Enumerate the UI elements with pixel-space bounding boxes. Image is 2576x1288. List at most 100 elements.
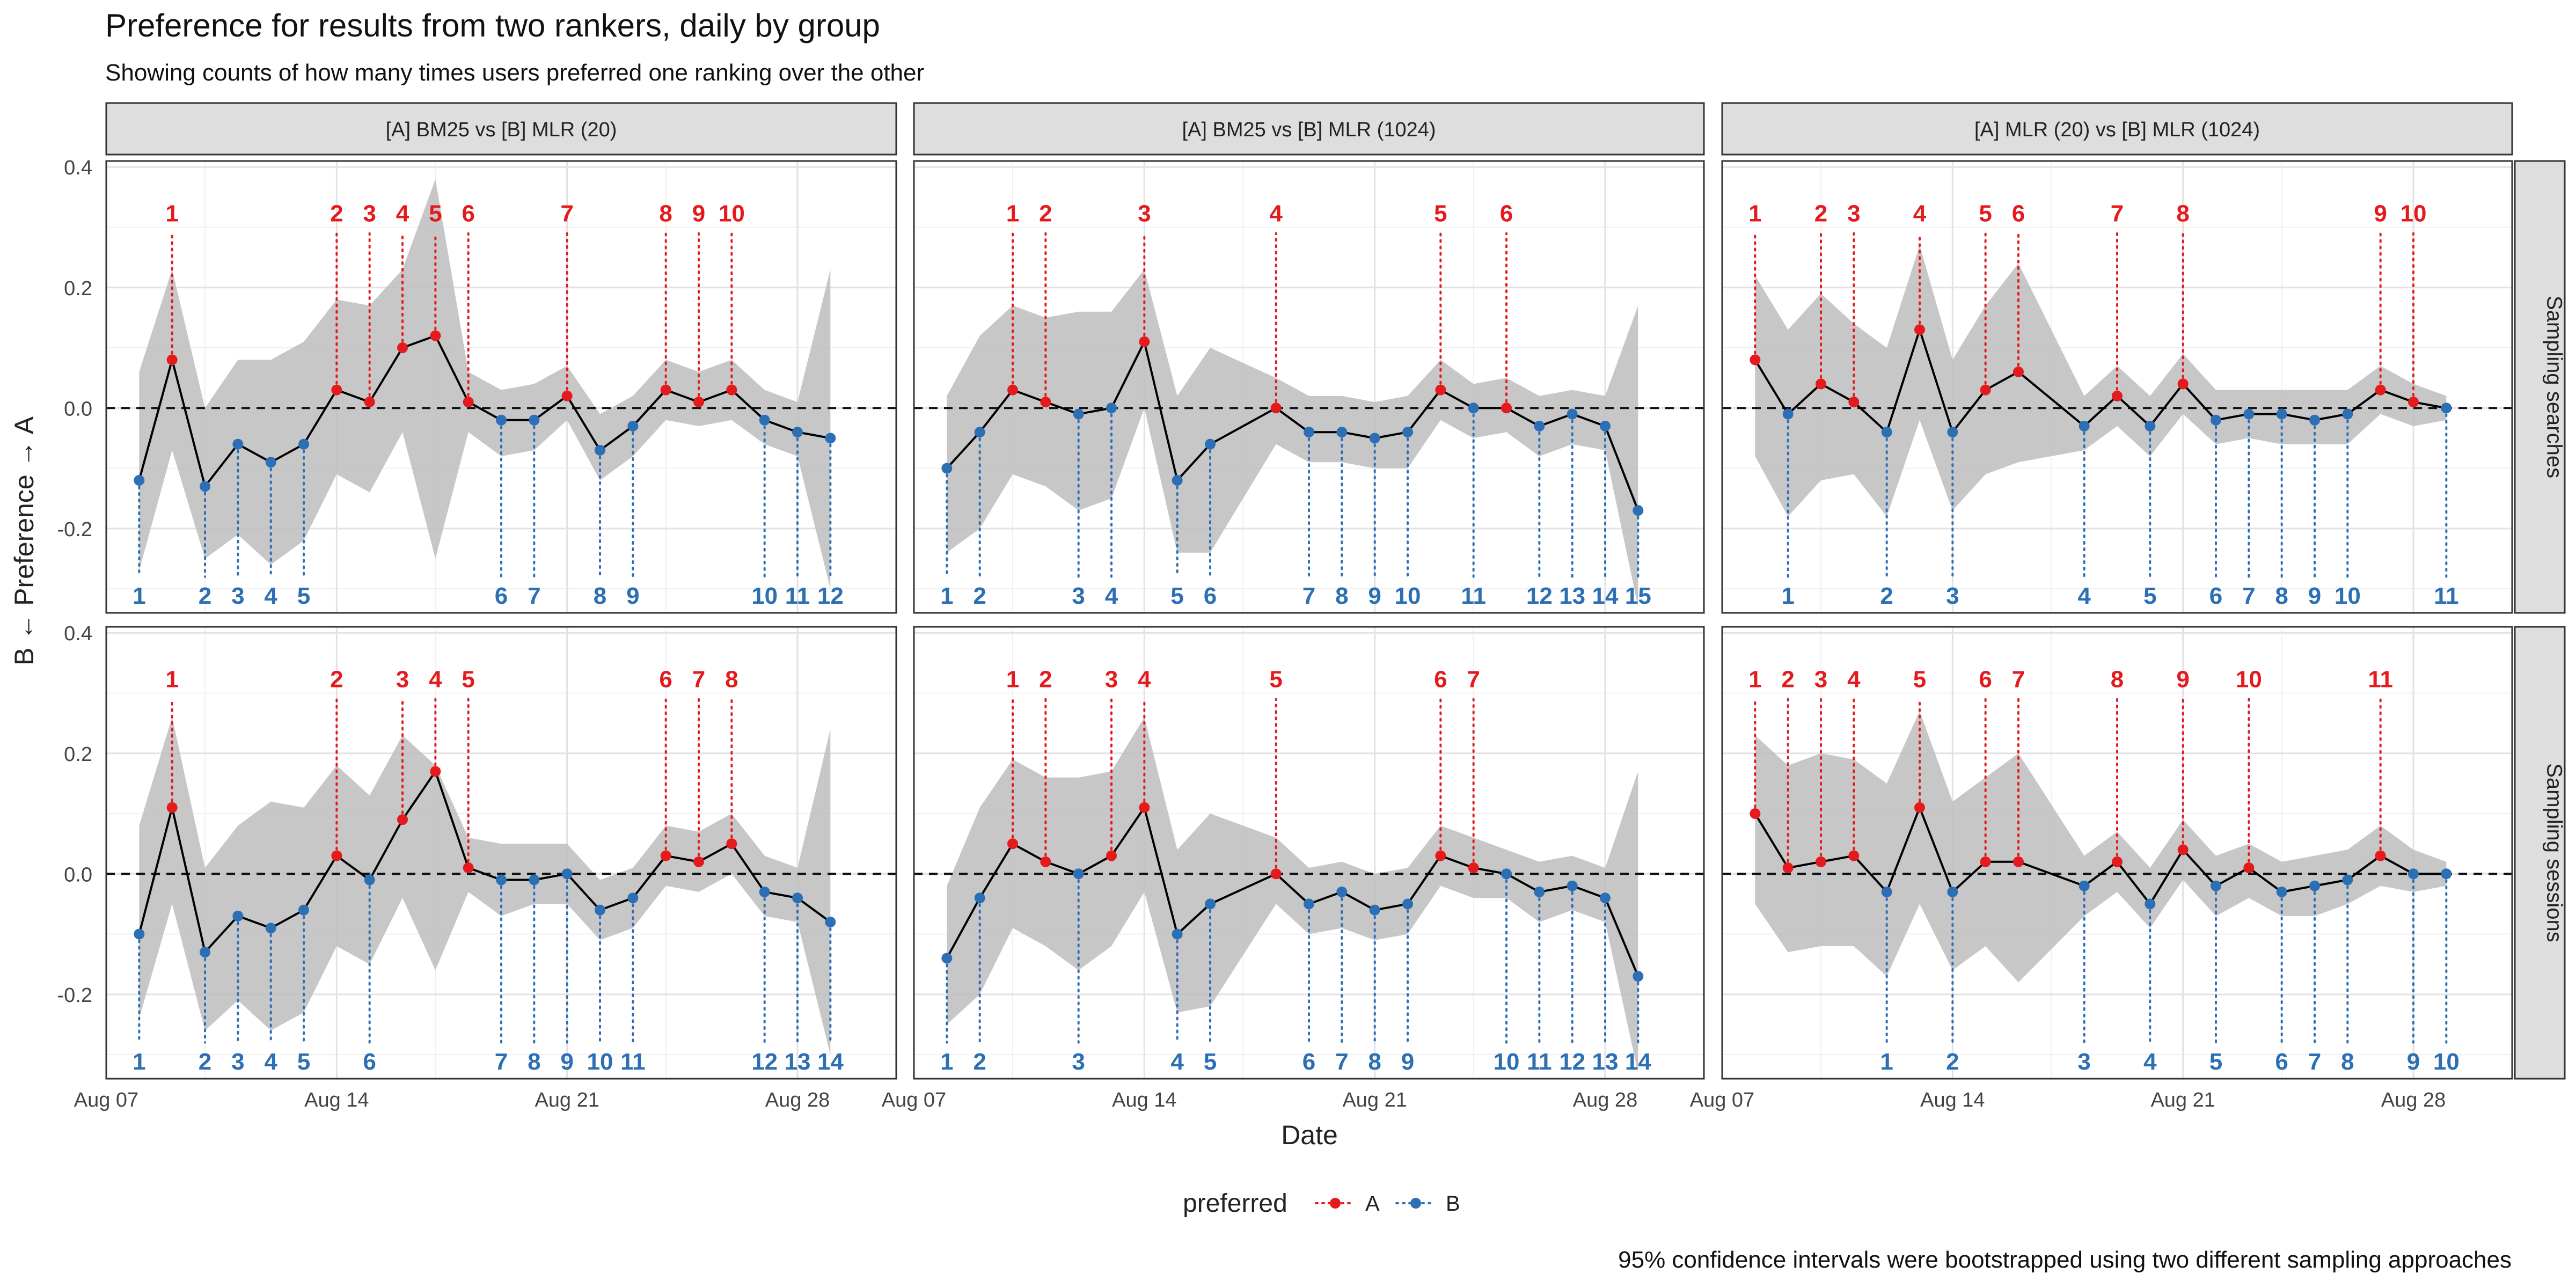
- point-label-a: 9: [692, 200, 705, 226]
- point-a: [2177, 844, 2189, 855]
- point-label-b: 9: [1368, 583, 1381, 609]
- point-b: [2145, 420, 2156, 431]
- x-tick-label: Aug 07: [882, 1089, 946, 1111]
- point-label-b: 6: [363, 1049, 376, 1075]
- point-b: [974, 892, 985, 904]
- facet-strip-label: [A] MLR (20) vs [B] MLR (1024): [1974, 119, 2260, 141]
- facet-strip-label: [A] BM25 vs [B] MLR (20): [386, 119, 617, 141]
- point-label-a: 3: [363, 200, 376, 226]
- point-label-a: 9: [2374, 200, 2387, 226]
- point-a: [726, 384, 737, 396]
- point-a: [430, 766, 441, 777]
- chart-subtitle: Showing counts of how many times users p…: [105, 60, 924, 86]
- point-label-b: 11: [620, 1049, 646, 1075]
- point-a: [463, 397, 474, 408]
- point-label-b: 3: [231, 1049, 244, 1075]
- point-label-b: 8: [1335, 583, 1348, 609]
- point-label-a: 5: [1269, 666, 1282, 692]
- point-label-b: 11: [1527, 1049, 1552, 1075]
- point-label-a: 7: [692, 666, 705, 692]
- point-a: [1750, 808, 1761, 819]
- point-b: [1205, 898, 1216, 910]
- point-label-b: 7: [528, 583, 540, 609]
- point-label-a: 3: [1138, 200, 1151, 226]
- point-label-b: 11: [2434, 583, 2459, 609]
- confidence-ribbon: [947, 269, 1638, 607]
- point-a: [1501, 402, 1512, 414]
- point-label-a: 8: [2111, 666, 2124, 692]
- point-label-b: 8: [594, 583, 606, 609]
- legend-title: preferred: [1183, 1189, 1287, 1218]
- point-a: [331, 384, 342, 396]
- point-b: [595, 904, 605, 916]
- facet-strip-label: Sampling sessions: [2543, 763, 2566, 942]
- point-b: [1172, 475, 1183, 486]
- point-label-b: 3: [231, 583, 244, 609]
- point-label-b: 9: [560, 1049, 573, 1075]
- point-label-a: 1: [165, 666, 178, 692]
- point-b: [298, 438, 309, 450]
- point-label-b: 2: [1880, 583, 1893, 609]
- point-label-a: 3: [396, 666, 409, 692]
- point-label-b: 8: [2275, 583, 2288, 609]
- point-label-a: 6: [659, 666, 672, 692]
- confidence-ribbon: [947, 717, 1638, 1073]
- point-label-a: 4: [1269, 200, 1283, 226]
- point-label-a: 4: [1847, 666, 1861, 692]
- point-b: [561, 868, 573, 880]
- point-a: [2375, 384, 2386, 396]
- point-label-b: 6: [1302, 1049, 1315, 1075]
- point-label-a: 6: [462, 200, 474, 226]
- point-label-b: 4: [2143, 1049, 2157, 1075]
- panel-border: [105, 626, 897, 1080]
- point-label-b: 1: [1781, 583, 1794, 609]
- point-label-b: 9: [626, 583, 639, 609]
- point-label-b: 5: [1204, 1049, 1217, 1075]
- point-b: [1336, 427, 1348, 438]
- point-label-a: 2: [1814, 200, 1827, 226]
- point-a: [1750, 354, 1761, 365]
- point-b: [2243, 408, 2255, 420]
- point-label-a: 5: [1979, 200, 1992, 226]
- confidence-ribbon: [1755, 711, 2447, 983]
- point-label-b: 11: [1461, 583, 1486, 609]
- point-label-b: 7: [1335, 1049, 1348, 1075]
- point-a: [2375, 850, 2386, 861]
- point-label-a: 4: [396, 200, 409, 226]
- point-label-a: 6: [1500, 200, 1513, 226]
- panel-border: [913, 160, 1705, 614]
- point-a: [2112, 856, 2123, 867]
- point-label-a: 8: [659, 200, 672, 226]
- point-label-b: 14: [817, 1049, 844, 1075]
- point-label-b: 15: [1625, 583, 1651, 609]
- point-b: [232, 438, 244, 450]
- point-label-a: 6: [1434, 666, 1447, 692]
- point-a: [726, 838, 737, 850]
- y-tick-label: 0.4: [64, 623, 92, 645]
- panel-plot-area: [914, 161, 1704, 613]
- point-b: [627, 892, 639, 904]
- point-label-b: 6: [2275, 1049, 2288, 1075]
- point-b: [759, 414, 770, 426]
- point-label-b: 3: [2077, 1049, 2090, 1075]
- point-b: [1947, 427, 1958, 438]
- y-tick-label: -0.2: [57, 984, 92, 1007]
- point-b: [941, 953, 953, 964]
- point-a: [693, 856, 704, 867]
- point-label-b: 1: [133, 1049, 145, 1075]
- point-label-b: 6: [1204, 583, 1217, 609]
- point-b: [2441, 402, 2452, 414]
- point-label-a: 2: [330, 666, 343, 692]
- point-a: [463, 862, 474, 874]
- facet-strip-column: [1721, 102, 2513, 156]
- point-a: [1139, 802, 1150, 813]
- point-b: [1600, 892, 1611, 904]
- point-b: [1304, 427, 1314, 438]
- point-label-a: 1: [1748, 200, 1761, 226]
- point-a: [166, 802, 178, 813]
- point-label-a: 6: [1979, 666, 1992, 692]
- point-label-a: 6: [2012, 200, 2025, 226]
- facet-panels: [A] BM25 vs [B] MLR (20) [A] BM25 vs [B] …: [57, 102, 2566, 1111]
